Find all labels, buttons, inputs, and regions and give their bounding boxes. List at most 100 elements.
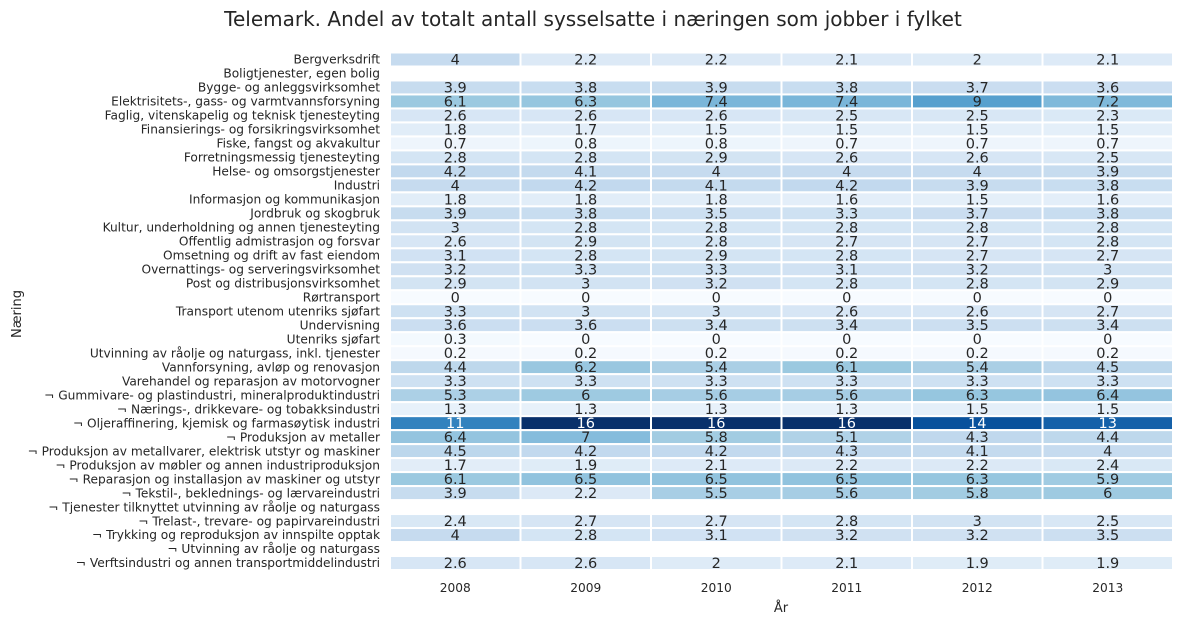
cell-value-label: 6.5 (835, 472, 858, 488)
cell-value-label: 3.8 (1096, 206, 1119, 222)
cell-value-label: 4.2 (835, 178, 858, 194)
cell-value-label: 3.9 (444, 486, 467, 502)
cell-value-label: 4.3 (835, 444, 858, 460)
row-tick-label: Vannforsyning, avløp og renovasjon (162, 360, 380, 374)
cell-value-label: 4.1 (966, 444, 989, 460)
cell-value-label: 1.5 (966, 192, 989, 208)
cell-value-label: 0.2 (574, 346, 597, 362)
cell-value-label: 0.2 (1096, 346, 1119, 362)
cell-value-label: 3.3 (574, 374, 597, 390)
cell-value-label: 0.8 (574, 136, 597, 152)
cell-value-label: 3.3 (835, 374, 858, 390)
cell-value-label: 2.2 (574, 52, 597, 68)
cell-value-label: 1.5 (835, 122, 858, 138)
row-tick-label: ¬ Produksjon av møbler og annen industri… (55, 458, 380, 472)
cell-value-label: 0 (973, 332, 982, 348)
row-tick-label: ¬ Reparasjon og installasjon av maskiner… (68, 472, 380, 486)
cell-value-label: 3.8 (1096, 178, 1119, 194)
cell-value-label: 3.3 (966, 374, 989, 390)
cell-value-label: 2.6 (705, 108, 728, 124)
cell-value-label: 3 (451, 220, 460, 236)
row-tick-label: Bygge- og anleggsvirksomhet (198, 81, 380, 95)
cell-value-label: 6 (581, 388, 590, 404)
cell-value-label: 5.1 (835, 430, 858, 446)
cell-value-label: 3.6 (444, 318, 467, 334)
cell-value-label: 0.3 (444, 332, 467, 348)
cell-value-label: 5.4 (966, 360, 989, 376)
cell-value-label: 2.9 (444, 276, 467, 292)
cell-value-label: 3.6 (574, 318, 597, 334)
cell-value-label: 1.5 (1096, 122, 1119, 138)
row-tick-label: Omsetning og drift av fast eiendom (163, 249, 380, 263)
cell-value-label: 1.8 (444, 122, 467, 138)
cell-value-label: 2.6 (574, 556, 597, 572)
cell-value-label: 4.1 (705, 178, 728, 194)
cell-value-label: 0 (973, 290, 982, 306)
cell-value-label: 2.8 (1096, 220, 1119, 236)
cell-value-label: 3.3 (835, 206, 858, 222)
cell-value-label: 3.9 (444, 80, 467, 96)
cell-value-label: 3.3 (574, 262, 597, 278)
cell-value-label: 6.1 (835, 360, 858, 376)
cell-value-label: 3.5 (1096, 528, 1119, 544)
cell-value-label: 3.5 (966, 318, 989, 334)
row-tick-label: Bergverksdrift (293, 53, 380, 67)
cell-value-label: 0 (712, 290, 721, 306)
cell-value-label: 5.6 (835, 388, 858, 404)
cell-value-label: 16 (707, 416, 725, 432)
cell-value-label: 2.8 (574, 528, 597, 544)
row-tick-label: Elektrisitets-, gass- og varmtvannsforsy… (111, 95, 380, 109)
cell-value-label: 2.6 (966, 150, 989, 166)
row-tick-label: ¬ Produksjon av metallvarer, elektrisk u… (28, 444, 381, 458)
column-tick-label: 2011 (831, 581, 862, 595)
cell-value-label: 4.4 (444, 360, 467, 376)
cell-value-label: 2.8 (705, 234, 728, 250)
cell-value-label: 1.8 (444, 192, 467, 208)
cell-value-label: 4 (712, 164, 721, 180)
cell-value-label: 1.7 (444, 458, 467, 474)
column-tick-label: 2009 (570, 581, 601, 595)
cell-value-label: 3 (581, 304, 590, 320)
cell-value-label: 5.8 (705, 430, 728, 446)
row-tick-label: Industri (334, 179, 380, 193)
cell-value-label: 1.6 (1096, 192, 1119, 208)
row-tick-label: Finansierings- og forsikringsvirksomhet (141, 123, 381, 137)
cell-value-label: 3.3 (444, 374, 467, 390)
cell-value-label: 3.4 (705, 318, 728, 334)
cell-value-label: 5.8 (966, 486, 989, 502)
cell-value-label: 6.3 (966, 388, 989, 404)
cell-value-label: 2 (712, 556, 721, 572)
cell-value-label: 3.4 (1096, 318, 1119, 334)
row-tick-label: Informasjon og kommunikasjon (189, 193, 380, 207)
cell-value-label: 13 (1099, 416, 1117, 432)
cell-value-label: 2.7 (966, 234, 989, 250)
cell-value-label: 2.8 (705, 220, 728, 236)
cell-value-label: 0 (842, 290, 851, 306)
cell-value-label: 3.8 (835, 80, 858, 96)
row-tick-label: Varehandel og reparasjon av motorvogner (122, 374, 381, 388)
cell-value-label: 3 (1103, 262, 1112, 278)
cell-value-label: 2.6 (835, 304, 858, 320)
cell-value-label: 0 (1103, 290, 1112, 306)
column-tick-label: 2013 (1092, 581, 1123, 595)
cell-value-label: 3.2 (444, 262, 467, 278)
cell-value-label: 2.8 (835, 276, 858, 292)
row-tick-label: ¬ Oljeraffinering, kjemisk og farmasøyti… (73, 416, 380, 430)
cell-value-label: 3.9 (1096, 164, 1119, 180)
cell-value-label: 1.7 (574, 122, 597, 138)
cell-value-label: 14 (968, 416, 986, 432)
cell-value-label: 5.9 (1096, 472, 1119, 488)
row-tick-label: Forretningsmessig tjenesteyting (184, 151, 380, 165)
cell-value-label: 2.2 (835, 458, 858, 474)
cell-value-label: 2.6 (835, 150, 858, 166)
cell-value-label: 5.4 (705, 360, 728, 376)
cell-value-label: 2.8 (574, 248, 597, 264)
cell-value-label: 2.4 (1096, 458, 1119, 474)
cell-value-label: 2.4 (444, 514, 467, 530)
cell-value-label: 2.7 (1096, 304, 1119, 320)
cell-value-label: 2.8 (835, 220, 858, 236)
cell-value-label: 0.7 (966, 136, 989, 152)
cell-value-label: 6 (1103, 486, 1112, 502)
row-tick-label: Utvinning av råolje og naturgass, inkl. … (90, 346, 381, 360)
